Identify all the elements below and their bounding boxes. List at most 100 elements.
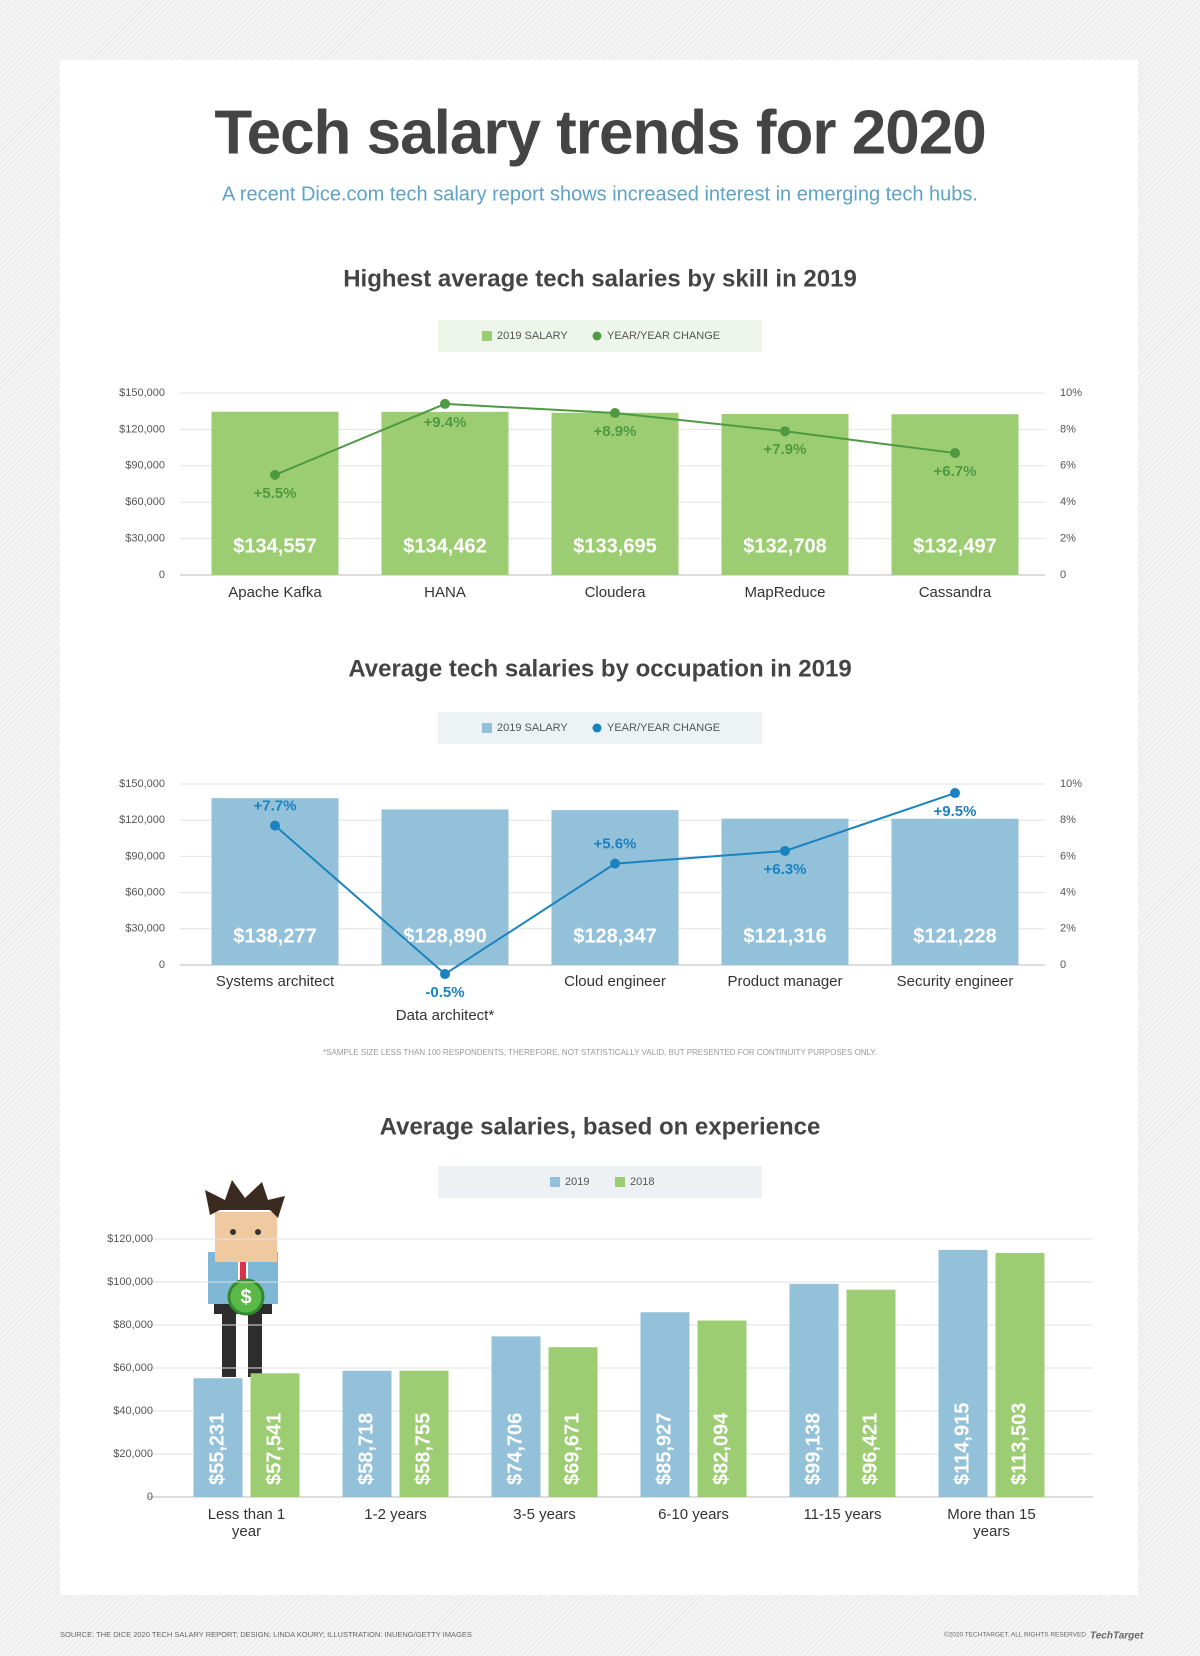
line-point (610, 858, 620, 869)
legend: 2019 2018 (438, 1166, 762, 1198)
legend-label: 2019 SALARY (497, 722, 568, 734)
line-value-label: +8.9% (594, 423, 637, 440)
footnote: *SAMPLE SIZE LESS THAN 100 RESPONDENTS; … (323, 1048, 877, 1057)
bar-value-label: $69,671 (561, 1413, 583, 1485)
bar-value-label: $113,503 (1008, 1403, 1030, 1485)
legend-box (438, 1166, 762, 1198)
bar (891, 414, 1019, 575)
legend-label: 2019 SALARY (497, 330, 568, 342)
source: SOURCE: THE DICE 2020 TECH SALARY REPORT… (60, 1630, 472, 1639)
line-value-label: +9.4% (424, 414, 467, 431)
line-value-label: +6.3% (764, 861, 807, 878)
bar (891, 818, 1019, 965)
legend-label: 2019 (565, 1176, 589, 1188)
x-tick-label: 3-5 years (513, 1506, 576, 1523)
x-tick-label: HANA (424, 584, 466, 601)
chart-title: Average tech salaries by occupation in 2… (348, 655, 851, 682)
y-tick-label: $40,000 (113, 1405, 153, 1417)
bar-value-label: $121,228 (913, 925, 996, 947)
y-tick-label: $120,000 (107, 1233, 153, 1245)
logo: TechTarget (1090, 1631, 1144, 1642)
bar-value-label: $133,695 (573, 535, 656, 557)
x-tick-label: Cassandra (919, 584, 992, 601)
legend-marker (592, 723, 602, 733)
y2-tick-label: 6% (1060, 850, 1076, 862)
bar-value-label: $99,138 (802, 1413, 824, 1485)
bar (381, 411, 509, 575)
line-point (780, 426, 790, 437)
line-point (780, 845, 790, 856)
bar (250, 1373, 300, 1497)
legend-marker (550, 1177, 560, 1187)
x-tick-label-box: 11-15 years (803, 1506, 882, 1523)
bar-value-label: $85,927 (653, 1413, 675, 1485)
y-tick-label: $90,000 (125, 460, 165, 472)
bar-value-label: $58,755 (412, 1413, 434, 1485)
y-tick-label: $150,000 (119, 387, 165, 399)
subtitle: A recent Dice.com tech salary report sho… (222, 183, 978, 205)
line-point (440, 398, 450, 409)
bar (995, 1252, 1045, 1497)
x-tick-label: 11-15 years (803, 1506, 882, 1523)
x-tick-label: Security engineer (897, 973, 1014, 990)
x-tick-label-box: 1-2 years (364, 1506, 427, 1523)
line-value-label: +5.5% (254, 485, 297, 502)
bar (721, 413, 849, 575)
y-tick-label: 0 (159, 569, 165, 581)
y-tick-label: $60,000 (125, 496, 165, 508)
x-tick-label-box: More than 15 years (947, 1506, 1035, 1540)
x-tick-label: Apache Kafka (228, 584, 322, 601)
bar-value-label: $114,915 (951, 1403, 973, 1485)
y2-tick-label: 2% (1060, 533, 1076, 545)
y-tick-label: $30,000 (125, 533, 165, 545)
x-tick-label-box: 6-10 years (658, 1506, 729, 1523)
bar (721, 818, 849, 965)
bar (551, 412, 679, 575)
y2-tick-label: 4% (1060, 887, 1076, 899)
y2-tick-label: 0 (1060, 569, 1066, 581)
bar-value-label: $58,718 (355, 1413, 377, 1485)
y-tick-label: $90,000 (125, 850, 165, 862)
bar-value-label: $55,231 (206, 1413, 228, 1485)
x-tick-label: 6-10 years (658, 1506, 729, 1523)
bar-value-label: $57,541 (263, 1413, 285, 1485)
line-point (950, 448, 960, 459)
bar-value-label: $134,557 (233, 535, 316, 557)
y2-tick-label: 2% (1060, 923, 1076, 935)
bar-value-label: $121,316 (743, 925, 826, 947)
x-tick-label: Less than 1 year (207, 1506, 286, 1540)
y2-tick-label: 10% (1060, 778, 1082, 790)
x-tick-label: 1-2 years (364, 1506, 427, 1523)
chart-title: Highest average tech salaries by skill i… (343, 265, 857, 292)
page-title: Tech salary trends for 2020 (214, 98, 985, 167)
bar (789, 1283, 839, 1497)
bar (491, 1336, 541, 1497)
line-value-label: +7.9% (764, 441, 807, 458)
y2-tick-label: 0 (1060, 959, 1066, 971)
svg-text:$: $ (240, 1286, 251, 1308)
y-tick-label: 0 (147, 1491, 153, 1503)
legend-label: 2018 (630, 1176, 654, 1188)
bar-value-label: $134,462 (403, 535, 486, 557)
legend: 2019 SALARY YEAR/YEAR CHANGE (438, 712, 762, 744)
y2-tick-label: 4% (1060, 496, 1076, 508)
bar (193, 1378, 243, 1497)
bar (640, 1312, 690, 1497)
bar (551, 810, 679, 965)
y-tick-label: $150,000 (119, 778, 165, 790)
line-point (610, 408, 620, 419)
bar (697, 1320, 747, 1497)
line-point (440, 969, 450, 980)
bar-value-label: $74,706 (504, 1413, 526, 1485)
bar (938, 1249, 988, 1497)
chart-title: Average salaries, based on experience (380, 1113, 821, 1140)
y2-tick-label: 6% (1060, 460, 1076, 472)
bar-value-label: $96,421 (859, 1413, 881, 1485)
line-point (270, 469, 280, 480)
y2-tick-label: 10% (1060, 387, 1082, 399)
bar-value-label: $128,890 (403, 925, 486, 947)
bar (211, 411, 339, 575)
y2-tick-label: 8% (1060, 814, 1076, 826)
x-tick-label-box: 3-5 years (513, 1506, 576, 1523)
